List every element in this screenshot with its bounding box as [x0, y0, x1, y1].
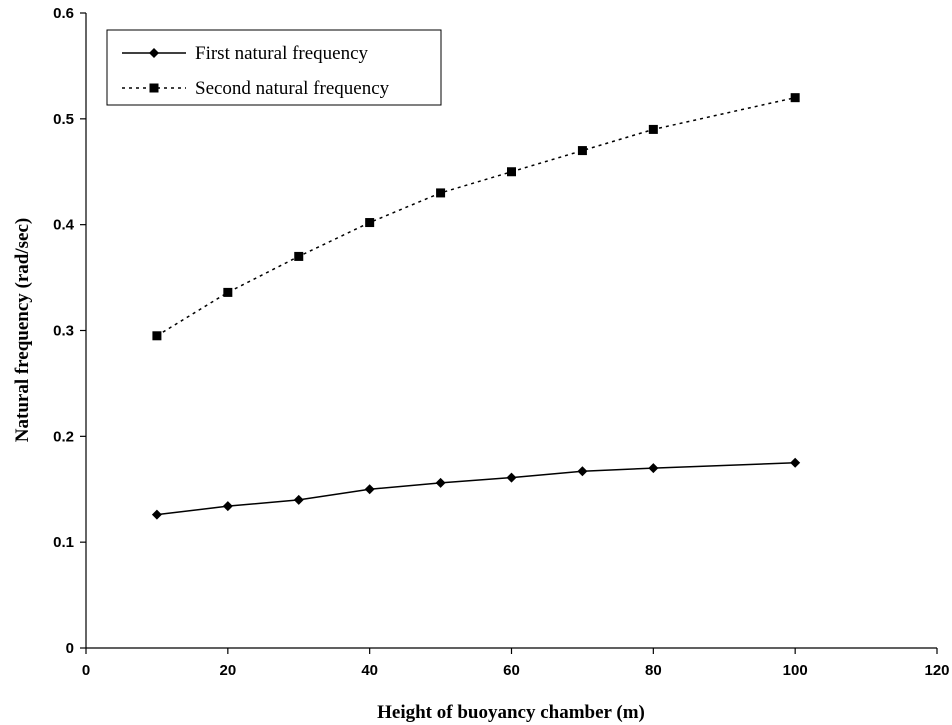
x-ticks: 0 20 40 60 80 100 120 [82, 648, 950, 679]
series-2 [152, 93, 800, 341]
x-tick-label: 120 [924, 662, 949, 679]
data-point-square [365, 218, 375, 228]
data-point-diamond [364, 484, 375, 495]
y-tick-label: 0.1 [53, 534, 74, 551]
y-tick-label: 0.2 [53, 428, 74, 445]
data-point-diamond [506, 472, 517, 483]
data-point-diamond [648, 463, 659, 474]
legend-item-first-natural-frequency: First natural frequency [122, 43, 369, 64]
series-1 [151, 457, 801, 520]
x-tick-label: 20 [219, 662, 236, 679]
legend-label-second: Second natural frequency [195, 78, 390, 99]
legend-marker-square [149, 83, 159, 93]
y-tick-label: 0.6 [53, 5, 74, 22]
data-point-diamond [222, 501, 233, 512]
y-tick-label: 0.4 [53, 217, 75, 234]
x-tick-label: 60 [503, 662, 520, 679]
data-point-square [790, 93, 800, 103]
plot-area: 0 0.1 0.2 0.3 0.4 0.5 0.6 0 20 40 60 80 100 120 [53, 5, 949, 679]
data-point-square [152, 331, 162, 341]
data-point-diamond [151, 509, 162, 520]
x-tick-label: 0 [82, 662, 90, 679]
x-tick-label: 40 [361, 662, 378, 679]
x-axis-title: Height of buoyancy chamber (m) [377, 702, 645, 723]
data-point-square [294, 251, 304, 261]
legend-label-first: First natural frequency [195, 43, 369, 64]
series-line [156, 462, 796, 516]
data-point-diamond [293, 494, 304, 505]
series-layer [151, 93, 801, 520]
y-tick-label: 0.5 [53, 111, 74, 128]
legend-item-second-natural-frequency: Second natural frequency [122, 78, 390, 99]
y-ticks: 0 0.1 0.2 0.3 0.4 0.5 0.6 [53, 5, 86, 657]
legend-box [106, 29, 442, 106]
x-tick-label: 80 [645, 662, 662, 679]
data-point-diamond [577, 466, 588, 477]
y-axis-title: Natural frequency (rad/sec) [12, 218, 33, 442]
data-point-square [577, 146, 587, 156]
data-point-square [648, 124, 658, 134]
y-tick-label: 0 [66, 640, 74, 657]
data-point-square [436, 188, 446, 198]
legend-marker-diamond [149, 48, 159, 58]
series-line [156, 96, 796, 337]
x-tick-label: 100 [783, 662, 808, 679]
data-point-square [223, 287, 233, 297]
y-tick-label: 0.3 [53, 323, 74, 340]
data-point-diamond [435, 477, 446, 488]
data-point-square [507, 167, 516, 177]
data-point-diamond [790, 457, 801, 468]
legend: First natural frequency Second natural f… [106, 29, 442, 106]
